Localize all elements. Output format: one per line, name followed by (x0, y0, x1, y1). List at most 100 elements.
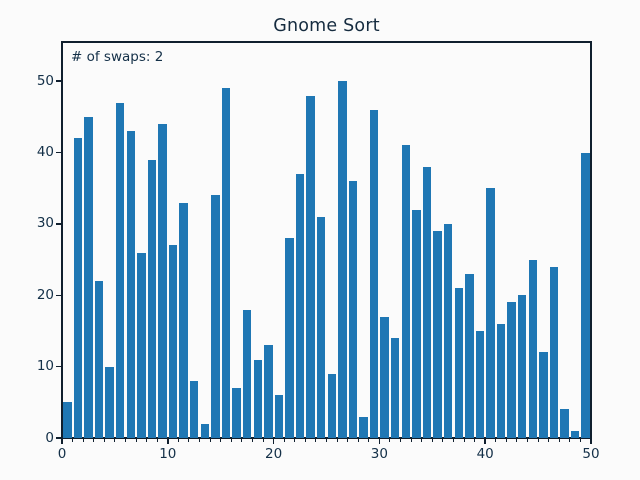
x-minor-tick-mark (421, 439, 423, 442)
bar-43 (518, 295, 527, 438)
x-minor-tick-mark (357, 439, 359, 442)
bar-18 (253, 359, 262, 438)
swap-count-annotation: # of swaps: 2 (71, 49, 164, 65)
bar-35 (433, 231, 442, 438)
bar-8 (147, 159, 157, 438)
bar-23 (306, 95, 315, 438)
y-tick-label: 10 (36, 358, 54, 375)
bar-19 (264, 345, 273, 438)
bar-47 (560, 409, 569, 438)
bar-30 (380, 316, 389, 438)
x-minor-tick-mark (230, 439, 232, 442)
bar-29 (369, 109, 379, 438)
x-minor-tick-mark (135, 439, 137, 442)
bar-26 (338, 81, 347, 438)
bar-17 (242, 309, 252, 438)
x-minor-tick-mark (209, 439, 211, 442)
x-minor-tick-mark (146, 439, 148, 442)
x-axis-spine (61, 437, 592, 439)
x-minor-tick-mark (156, 439, 158, 442)
plot-area: # of swaps: 2 (62, 42, 591, 438)
x-minor-tick-mark (124, 439, 126, 442)
x-tick-label: 40 (476, 446, 494, 462)
x-tick-mark (590, 439, 592, 444)
bar-28 (359, 416, 368, 438)
top-spine (61, 41, 592, 43)
x-minor-tick-mark (304, 439, 306, 442)
x-minor-tick-mark (177, 439, 179, 442)
x-minor-tick-mark (452, 439, 454, 442)
bar-46 (549, 266, 559, 438)
x-tick-mark (484, 439, 486, 444)
bar-48 (570, 430, 580, 438)
x-minor-tick-mark (527, 439, 529, 442)
bar-20 (274, 395, 284, 438)
x-minor-tick-mark (442, 439, 444, 442)
bar-44 (528, 259, 538, 438)
bar-0 (63, 402, 72, 438)
bar-38 (465, 273, 474, 438)
y-tick-mark (56, 223, 62, 225)
x-minor-tick-mark (463, 439, 465, 442)
x-minor-tick-mark (389, 439, 391, 442)
x-tick-label: 50 (582, 446, 600, 462)
x-tick-label: 20 (265, 446, 283, 462)
bar-3 (94, 281, 104, 438)
bar-16 (232, 388, 241, 438)
bar-39 (475, 330, 485, 438)
y-tick-mark (56, 80, 62, 82)
bar-41 (496, 323, 506, 438)
y-tick-label: 40 (36, 144, 54, 161)
bar-49 (581, 152, 590, 438)
bar-31 (391, 338, 400, 438)
y-axis-spine (61, 41, 63, 439)
bar-4 (105, 366, 114, 438)
x-tick-mark (378, 439, 381, 444)
x-tick-mark (272, 439, 275, 444)
bar-14 (211, 195, 220, 438)
y-tick-mark (56, 151, 62, 154)
x-minor-tick-mark (283, 439, 285, 442)
y-tick-mark (56, 294, 62, 297)
x-minor-tick-mark (495, 439, 497, 442)
x-minor-tick-mark (326, 439, 327, 442)
x-minor-tick-mark (251, 439, 253, 442)
bar-37 (454, 288, 463, 438)
bar-34 (422, 166, 432, 438)
y-tick-label: 50 (36, 72, 54, 89)
x-minor-tick-mark (548, 439, 550, 442)
bar-10 (168, 245, 178, 438)
bar-22 (295, 174, 305, 438)
chart-title: Gnome Sort (273, 16, 380, 36)
x-minor-tick-mark (558, 439, 560, 442)
x-minor-tick-mark (114, 439, 116, 442)
bar-45 (539, 352, 548, 438)
bar-25 (327, 373, 336, 438)
x-tick-label: 0 (57, 446, 67, 462)
bar-33 (412, 209, 421, 438)
x-minor-tick-mark (220, 439, 222, 442)
x-minor-tick-mark (72, 439, 74, 442)
bar-11 (179, 202, 188, 438)
bar-24 (316, 216, 326, 438)
x-minor-tick-mark (368, 439, 370, 442)
x-minor-tick-mark (431, 439, 433, 442)
x-minor-tick-mark (474, 439, 476, 442)
bar-21 (285, 238, 294, 438)
x-minor-tick-mark (505, 439, 507, 442)
x-minor-tick-mark (241, 439, 243, 442)
y-tick-mark (56, 365, 62, 368)
x-minor-tick-mark (93, 439, 95, 442)
x-minor-tick-mark (569, 439, 571, 442)
bar-9 (158, 124, 167, 438)
x-minor-tick-mark (579, 439, 581, 442)
x-minor-tick-mark (410, 439, 412, 442)
bar-36 (443, 223, 453, 438)
bar-1 (73, 138, 83, 438)
y-tick-label: 20 (36, 286, 54, 303)
bar-5 (115, 102, 125, 438)
bar-15 (221, 88, 231, 438)
bar-40 (486, 188, 495, 438)
x-tick-label: 30 (370, 446, 388, 462)
